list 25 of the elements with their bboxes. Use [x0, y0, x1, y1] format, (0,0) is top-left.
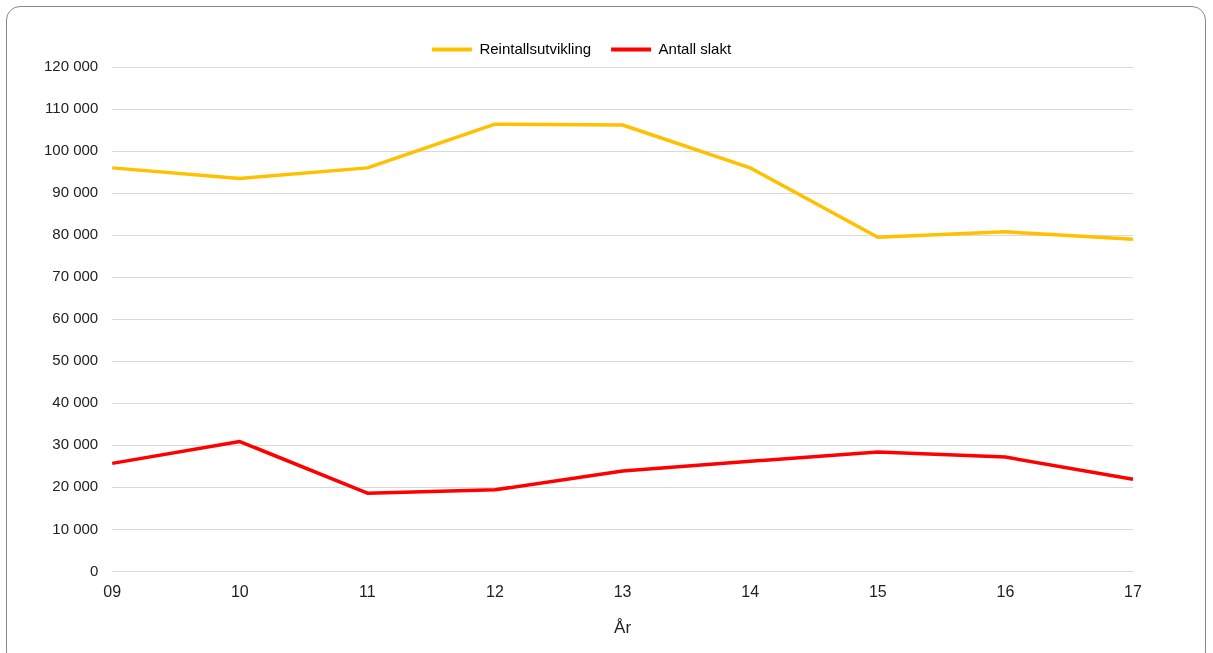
x-tick-label: 13 [613, 583, 632, 601]
y-tick-label: 100 000 [43, 141, 99, 159]
y-tick-label: 20 000 [52, 477, 99, 495]
x-tick-label: 14 [741, 583, 760, 601]
x-axis-title: År [614, 618, 632, 638]
y-tick-label: 40 000 [52, 393, 99, 411]
x-tick-label: 12 [486, 583, 505, 601]
legend-label: Reintallsutvikling [479, 39, 592, 57]
y-tick-label: 90 000 [52, 183, 99, 201]
x-tick-label: 09 [103, 583, 122, 601]
y-tick-label: 70 000 [52, 267, 99, 285]
x-tick-label: 10 [230, 583, 249, 601]
y-tick-label: 80 000 [52, 225, 99, 243]
y-tick-label: 60 000 [52, 309, 99, 327]
y-tick-label: 0 [89, 561, 99, 579]
legend-label: Antall slakt [658, 39, 732, 57]
x-tick-label: 11 [359, 583, 376, 601]
y-tick-label: 10 000 [52, 519, 99, 537]
y-tick-label: 110 000 [45, 99, 99, 117]
x-tick-label: 15 [868, 583, 887, 601]
x-tick-label: 17 [1124, 583, 1142, 601]
y-tick-label: 50 000 [52, 351, 99, 369]
y-tick-label: 120 000 [43, 57, 99, 75]
y-tick-label: 30 000 [52, 435, 99, 453]
x-tick-label: 16 [996, 583, 1015, 601]
